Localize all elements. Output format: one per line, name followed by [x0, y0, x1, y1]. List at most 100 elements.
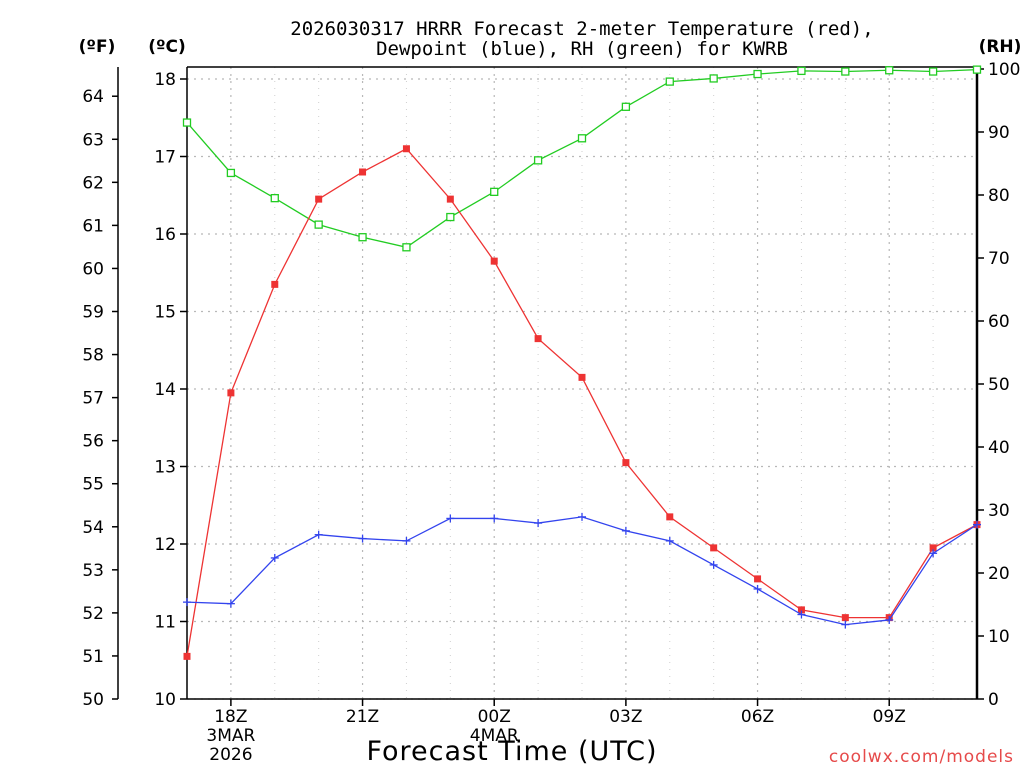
temperature-point [402, 145, 410, 153]
dewpoint-point [490, 514, 499, 523]
rh-point [182, 118, 192, 127]
dewpoint-point [578, 512, 586, 521]
temperature-point [578, 373, 586, 381]
rh-tick-label: 80 [988, 186, 1010, 206]
fahrenheit-tick-label: 59 [82, 303, 104, 323]
series [182, 65, 982, 660]
celsius-tick-label: 15 [154, 303, 176, 323]
celsius-tick-label: 18 [154, 70, 176, 90]
rh-point [885, 66, 894, 75]
fahrenheit-tick-label: 60 [82, 259, 104, 279]
x-tick-date-label: 4MAR [470, 726, 519, 746]
dewpoint-point [183, 598, 191, 607]
rh-tick-label: 30 [988, 501, 1010, 521]
rh-tick-label: 70 [988, 249, 1010, 269]
rh-point [577, 134, 587, 143]
grid [187, 67, 977, 700]
fahrenheit-unit-label: (ºF) [79, 37, 116, 57]
dewpoint-point [973, 520, 981, 529]
rh-point [490, 187, 499, 197]
celsius-unit-label: (ºC) [148, 37, 186, 57]
rh-tick-label: 10 [988, 627, 1010, 647]
temperature-point [622, 459, 630, 467]
temperature-point [183, 652, 191, 660]
dewpoint-point [314, 530, 323, 539]
celsius-tick-label: 13 [154, 458, 176, 478]
rh-point [446, 212, 455, 222]
rh-point [928, 67, 938, 76]
temperature-point [929, 544, 937, 552]
dewpoint-point [797, 610, 806, 619]
rh-point [314, 220, 323, 229]
rh-point [621, 102, 631, 111]
temperature-point [710, 544, 718, 552]
watermark: coolwx.com/models [829, 747, 1014, 767]
dewpoint-point [841, 620, 850, 629]
dewpoint-point [885, 615, 894, 624]
x-tick-label: 21Z [346, 707, 379, 727]
temperature-point [534, 335, 542, 343]
x-tick-label: 06Z [741, 707, 774, 727]
celsius-tick-label: 14 [154, 380, 176, 400]
rh-tick-label: 90 [988, 123, 1010, 143]
rh-point [402, 243, 411, 252]
rh-point [226, 168, 236, 178]
x-tick-date-label: 3MAR [206, 726, 255, 746]
temperature-line [186, 147, 978, 657]
dewpoint-point [709, 560, 718, 569]
axes: 50 51 52 53 54 55 56 57 58 59 60 61 62 63 64 10 11 12 13 14… [82, 60, 1020, 765]
x-tick-label: 00Z [478, 707, 511, 727]
fahrenheit-tick-label: 54 [82, 518, 104, 538]
celsius-tick-label: 12 [154, 535, 176, 555]
fahrenheit-tick-label: 61 [82, 216, 104, 236]
dewpoint-point [929, 549, 938, 558]
rh-unit-label: (RH) [979, 37, 1022, 57]
dewpoint-point [446, 514, 455, 523]
rh-point [709, 74, 718, 83]
x-tick-label: 18Z [214, 707, 247, 727]
rh-point [753, 69, 762, 79]
temperature-point [227, 389, 235, 397]
dewpoint-line [186, 516, 978, 626]
rh-point [270, 193, 279, 203]
celsius-tick-label: 10 [154, 690, 176, 710]
temperature-point [797, 606, 805, 614]
rh-tick-label: 50 [988, 375, 1010, 395]
x-tick-label: 03Z [609, 707, 642, 727]
fahrenheit-tick-label: 52 [82, 604, 104, 624]
dewpoint-point [270, 553, 279, 562]
temperature-point [359, 168, 367, 176]
rh-tick-label: 20 [988, 564, 1010, 584]
dewpoint-point [665, 536, 674, 545]
fahrenheit-tick-label: 56 [82, 432, 104, 452]
fahrenheit-tick-label: 53 [82, 561, 104, 581]
rh-point [972, 65, 982, 74]
rh-tick-label: 0 [988, 690, 999, 710]
rh-point [665, 77, 674, 86]
fahrenheit-tick-label: 51 [82, 647, 104, 667]
rh-tick-label: 40 [988, 438, 1010, 458]
chart-title-line-2: Dewpoint (blue), RH (green) for KWRB [376, 38, 788, 60]
rh-point [841, 67, 850, 76]
x-tick-year-label: 2026 [209, 745, 252, 765]
rh-point [797, 66, 806, 76]
celsius-tick-label: 17 [154, 148, 176, 168]
fahrenheit-tick-label: 55 [82, 475, 104, 495]
dewpoint-point [402, 536, 411, 545]
fahrenheit-tick-label: 62 [82, 173, 104, 193]
temperature-point [446, 195, 454, 203]
fahrenheit-tick-label: 58 [82, 346, 104, 366]
rh-point [533, 156, 543, 165]
dewpoint-point [534, 519, 543, 528]
dewpoint-point [358, 534, 367, 543]
temperature-point [666, 513, 674, 521]
fahrenheit-tick-label: 64 [82, 87, 104, 107]
temperature-point [271, 280, 279, 288]
dewpoint-point [621, 526, 630, 535]
temperature-point [841, 614, 849, 622]
celsius-tick-label: 16 [154, 225, 176, 245]
fahrenheit-tick-label: 57 [82, 389, 104, 409]
fahrenheit-tick-label: 63 [82, 130, 104, 150]
fahrenheit-tick-label: 50 [82, 690, 104, 710]
